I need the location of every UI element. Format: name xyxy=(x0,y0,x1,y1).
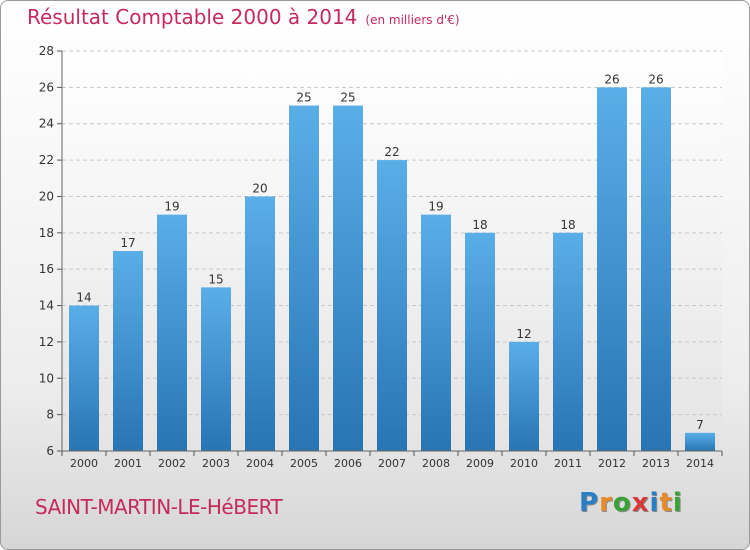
data-label: 26 xyxy=(604,72,619,86)
x-tick-label: 2009 xyxy=(466,457,494,470)
data-label: 22 xyxy=(384,145,399,159)
y-tick-label: 8 xyxy=(46,408,54,422)
data-label: 18 xyxy=(472,218,487,232)
bar xyxy=(641,87,671,451)
x-tick-label: 2011 xyxy=(554,457,582,470)
y-tick-label: 22 xyxy=(39,153,54,167)
data-label: 26 xyxy=(648,72,663,86)
bar xyxy=(377,160,407,451)
bars xyxy=(69,87,715,451)
bar xyxy=(553,232,583,451)
x-tick-label: 2000 xyxy=(70,457,98,470)
place-name: SAINT-MARTIN-LE-HéBERT xyxy=(35,495,283,519)
bar xyxy=(245,196,275,451)
x-tick-label: 2004 xyxy=(246,457,274,470)
bar xyxy=(597,87,627,451)
x-tick-label: 2003 xyxy=(202,457,230,470)
y-tick-label: 14 xyxy=(39,299,54,313)
bar xyxy=(289,105,319,451)
y-tick-label: 24 xyxy=(39,117,54,131)
x-tick-label: 2002 xyxy=(158,457,186,470)
bar xyxy=(69,305,99,451)
x-tick-label: 2010 xyxy=(510,457,538,470)
logo-letter: i xyxy=(649,488,660,518)
bar xyxy=(333,105,363,451)
x-tick-label: 2005 xyxy=(290,457,318,470)
data-label: 15 xyxy=(208,272,223,286)
x-tick-label: 2014 xyxy=(686,457,714,470)
data-label: 12 xyxy=(516,327,531,341)
bar xyxy=(113,251,143,451)
bar xyxy=(157,214,187,451)
bar xyxy=(421,214,451,451)
data-label: 20 xyxy=(252,181,267,195)
data-label: 14 xyxy=(76,291,91,305)
data-label: 17 xyxy=(120,236,135,250)
logo-letter: t xyxy=(659,488,673,518)
logo-letter: i xyxy=(672,488,683,518)
data-label: 25 xyxy=(296,91,311,105)
y-tick-label: 20 xyxy=(39,189,54,203)
x-tick-label: 2007 xyxy=(378,457,406,470)
x-tick-label: 2001 xyxy=(114,457,142,470)
y-tick-label: 16 xyxy=(39,262,54,276)
proxiti-logo: Proxiti xyxy=(579,488,683,518)
bar xyxy=(685,432,715,451)
bar xyxy=(201,287,231,451)
data-label: 19 xyxy=(428,200,443,214)
y-tick-label: 6 xyxy=(46,444,54,458)
logo-letter: o xyxy=(612,488,632,518)
data-label: 18 xyxy=(560,218,575,232)
y-tick-label: 28 xyxy=(39,44,54,58)
labels: 2000 14 2001 17 2002 19 2003 15 2004 20 2005 25 2006… xyxy=(70,72,714,470)
x-tick-label: 2008 xyxy=(422,457,450,470)
logo-letter: P xyxy=(579,488,600,518)
unit-note: (en milliers d'€) xyxy=(365,13,460,27)
bar xyxy=(465,232,495,451)
axes: 6 8 10 12 14 16 18 20 22 24 26 28 xyxy=(39,44,723,458)
y-tick-label: 18 xyxy=(39,226,54,240)
logo-letter: r xyxy=(599,488,613,518)
x-tick-label: 2013 xyxy=(642,457,670,470)
logo-letter: x xyxy=(631,488,650,518)
y-tick-label: 26 xyxy=(39,80,54,94)
data-label: 7 xyxy=(696,418,704,432)
x-tick-label: 2006 xyxy=(334,457,362,470)
chart-title-text: Résultat Comptable 2000 à 2014 xyxy=(27,5,358,29)
x-tick-label: 2012 xyxy=(598,457,626,470)
y-tick-label: 10 xyxy=(39,371,54,385)
data-label: 25 xyxy=(340,91,355,105)
y-tick-label: 12 xyxy=(39,335,54,349)
chart-title: Résultat Comptable 2000 à 2014 (en millie… xyxy=(27,5,460,29)
bar xyxy=(509,341,539,451)
data-label: 19 xyxy=(164,200,179,214)
